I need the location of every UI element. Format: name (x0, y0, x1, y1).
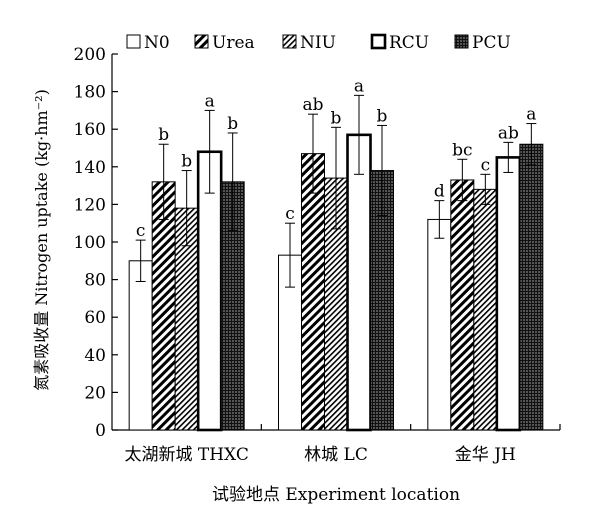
significance-letter: a (526, 105, 536, 125)
bar (473, 188, 498, 431)
bar (495, 156, 522, 432)
bar (346, 133, 372, 432)
y-tick-label: 200 (74, 45, 106, 65)
legend-label: NIU (300, 33, 336, 53)
x-tick-label: 金华 JH (455, 445, 516, 465)
y-axis-label: 氮素吸收量 Nitrogen uptake (kg·hm⁻²) (32, 89, 51, 391)
x-tick-label: 太湖新城 THXC (124, 445, 248, 465)
significance-letter: b (158, 125, 169, 145)
bar (128, 260, 153, 431)
bar (519, 143, 544, 431)
y-tick-label: 160 (74, 120, 106, 140)
bar (301, 153, 325, 431)
legend-swatch (454, 34, 469, 49)
y-tick-label: 20 (84, 383, 106, 403)
significance-letter: d (434, 182, 445, 202)
legend: N0 Urea NIU RCU PCU (126, 33, 511, 53)
legend-swatch (194, 34, 209, 49)
x-axis-label: 试验地点 Experiment location (212, 485, 460, 505)
significance-letter: b (227, 114, 238, 134)
significance-letter: c (481, 155, 491, 175)
y-tick-label: 80 (84, 271, 106, 291)
legend-swatch (282, 34, 297, 49)
y-tick-label: 100 (74, 233, 106, 253)
y-tick-label: 180 (74, 83, 106, 103)
significance-letter: ab (498, 123, 519, 143)
legend-label: PCU (472, 33, 511, 53)
significance-letter: bc (452, 140, 472, 160)
significance-letter: a (354, 76, 364, 96)
legend-label: RCU (389, 33, 429, 53)
bar (450, 179, 475, 431)
significance-letter: a (205, 91, 215, 111)
y-tick-label: 40 (84, 346, 106, 366)
legend-swatch (370, 33, 387, 50)
significance-letter: c (136, 221, 146, 241)
significance-letter: b (377, 106, 388, 126)
legend-label: Urea (212, 33, 255, 53)
bar (427, 218, 452, 431)
significance-letter: ab (302, 95, 323, 115)
y-tick-label: 0 (95, 421, 106, 441)
y-tick-label: 60 (84, 308, 106, 328)
y-axis-ticks: 0 20 40 60 80 100 120 140 160 180 200 (74, 45, 118, 441)
y-tick-label: 140 (74, 158, 106, 178)
x-tick-label: 林城 LC (304, 445, 368, 465)
y-tick-label: 120 (74, 195, 106, 215)
significance-letter: b (181, 152, 192, 172)
legend-swatch (126, 34, 141, 49)
legend-label: N0 (144, 33, 170, 53)
significance-letter: b (331, 108, 342, 128)
significance-letter: c (285, 204, 295, 224)
x-axis-ticks: 太湖新城 THXC 林城 LC 金华 JH (124, 424, 561, 465)
